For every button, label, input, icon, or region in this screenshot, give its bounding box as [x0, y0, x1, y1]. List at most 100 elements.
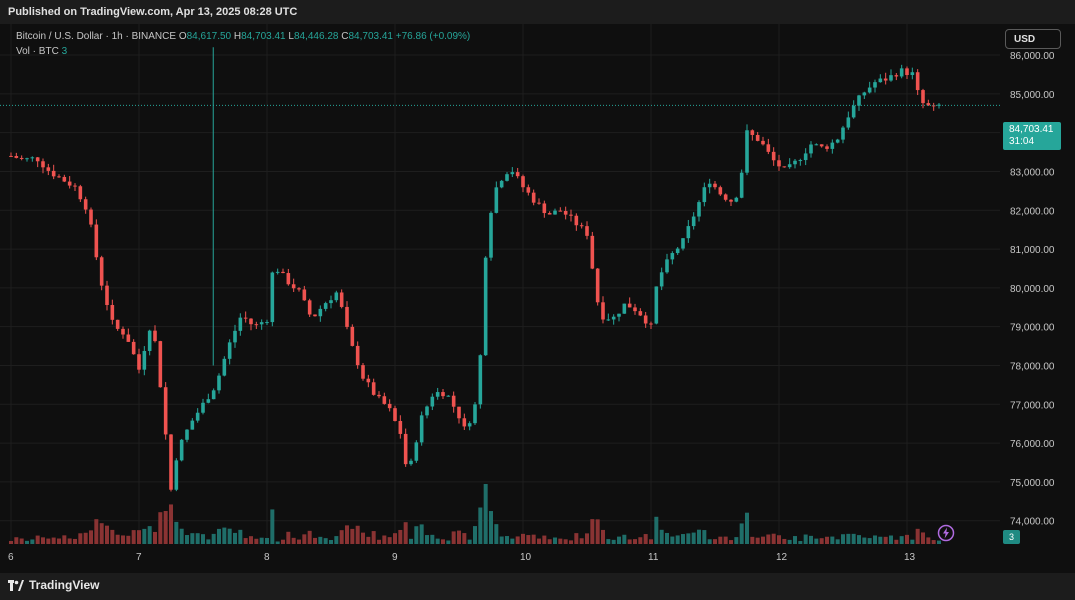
candle-body[interactable] — [313, 314, 317, 317]
candle-body[interactable] — [499, 180, 504, 188]
candle-body[interactable] — [249, 318, 253, 325]
candle-body[interactable] — [366, 378, 371, 383]
candle-body[interactable] — [110, 305, 115, 320]
candle-body[interactable] — [233, 330, 237, 343]
candle-body[interactable] — [14, 156, 19, 158]
candle-body[interactable] — [89, 209, 93, 225]
candle-body[interactable] — [649, 323, 653, 325]
candle-body[interactable] — [275, 271, 280, 273]
candle-body[interactable] — [137, 354, 141, 370]
tradingview-logo[interactable]: TradingView — [8, 578, 99, 592]
candle-body[interactable] — [553, 210, 557, 215]
candle-body[interactable] — [515, 172, 520, 177]
candle-body[interactable] — [409, 460, 413, 465]
candle-body[interactable] — [297, 288, 301, 290]
candle-body[interactable] — [558, 210, 563, 212]
candle-body[interactable] — [67, 181, 72, 186]
candle-body[interactable] — [862, 92, 867, 96]
candle-body[interactable] — [446, 395, 451, 397]
candle-body[interactable] — [787, 164, 792, 168]
candle-body[interactable] — [494, 187, 499, 213]
candle-body[interactable] — [323, 303, 328, 309]
candle-body[interactable] — [174, 460, 179, 490]
candle-body[interactable] — [62, 176, 67, 182]
candle-body[interactable] — [147, 330, 152, 351]
candle-body[interactable] — [259, 322, 264, 325]
candle-body[interactable] — [339, 292, 344, 307]
candle-body[interactable] — [643, 315, 648, 324]
candle-body[interactable] — [185, 429, 189, 440]
candle-body[interactable] — [750, 130, 755, 135]
candle-body[interactable] — [414, 442, 419, 461]
candle-body[interactable] — [25, 158, 29, 160]
candle-body[interactable] — [318, 308, 323, 317]
candle-body[interactable] — [9, 155, 13, 157]
candle-body[interactable] — [41, 161, 45, 168]
candle-body[interactable] — [590, 235, 595, 269]
candle-body[interactable] — [835, 139, 840, 143]
candle-body[interactable] — [179, 439, 184, 461]
currency-button[interactable]: USD — [1005, 29, 1061, 49]
candle-body[interactable] — [777, 160, 781, 167]
candle-body[interactable] — [451, 395, 456, 407]
candle-body[interactable] — [771, 151, 776, 161]
candle-body[interactable] — [307, 300, 312, 315]
candle-body[interactable] — [734, 197, 739, 202]
candle-body[interactable] — [867, 87, 872, 93]
candle-body[interactable] — [910, 72, 915, 76]
candle-body[interactable] — [158, 341, 163, 388]
candle-body[interactable] — [206, 399, 211, 403]
candle-body[interactable] — [281, 271, 285, 274]
candle-body[interactable] — [857, 95, 861, 106]
candle-body[interactable] — [153, 330, 157, 342]
candle-body[interactable] — [478, 355, 483, 405]
candle-body[interactable] — [761, 140, 765, 145]
candle-body[interactable] — [361, 365, 365, 379]
candle-body[interactable] — [686, 226, 691, 239]
candle-body[interactable] — [809, 144, 813, 154]
candle-body[interactable] — [697, 202, 701, 217]
candle-body[interactable] — [659, 272, 664, 287]
candle-body[interactable] — [350, 326, 355, 346]
candle-body[interactable] — [457, 406, 461, 419]
candle-body[interactable] — [574, 215, 579, 226]
candle-body[interactable] — [745, 130, 749, 173]
price-chart[interactable]: 86,000.0085,000.0084,000.0083,000.0082,0… — [0, 24, 1075, 573]
candle-body[interactable] — [142, 350, 147, 370]
candle-body[interactable] — [521, 176, 525, 188]
candle-body[interactable] — [99, 257, 104, 286]
candle-body[interactable] — [569, 214, 573, 216]
candle-body[interactable] — [611, 316, 616, 320]
candle-body[interactable] — [489, 212, 493, 258]
candle-body[interactable] — [665, 259, 669, 273]
candle-body[interactable] — [846, 117, 851, 128]
candle-body[interactable] — [878, 78, 883, 83]
candle-body[interactable] — [78, 186, 83, 200]
candle-body[interactable] — [355, 345, 360, 366]
candle-body[interactable] — [430, 396, 435, 407]
candle-body[interactable] — [830, 142, 835, 149]
candle-body[interactable] — [467, 423, 472, 427]
candle-body[interactable] — [841, 127, 845, 140]
candle-body[interactable] — [94, 224, 99, 258]
candle-body[interactable] — [595, 268, 600, 303]
candle-body[interactable] — [691, 216, 696, 227]
candle-body[interactable] — [718, 187, 723, 195]
candle-body[interactable] — [707, 183, 712, 188]
candle-body[interactable] — [265, 322, 269, 324]
candle-body[interactable] — [30, 157, 35, 159]
candle-body[interactable] — [201, 402, 205, 413]
candle-body[interactable] — [654, 286, 659, 324]
candle-body[interactable] — [681, 238, 685, 249]
candle-body[interactable] — [190, 420, 195, 430]
candle-body[interactable] — [729, 199, 733, 202]
candle-body[interactable] — [222, 358, 227, 376]
candle-body[interactable] — [915, 72, 920, 91]
candle-body[interactable] — [585, 226, 589, 236]
candle-body[interactable] — [473, 404, 477, 424]
candle-body[interactable] — [793, 160, 797, 165]
candle-body[interactable] — [739, 172, 744, 198]
candle-body[interactable] — [889, 75, 893, 81]
candle-body[interactable] — [227, 342, 232, 359]
candle-body[interactable] — [169, 434, 173, 490]
